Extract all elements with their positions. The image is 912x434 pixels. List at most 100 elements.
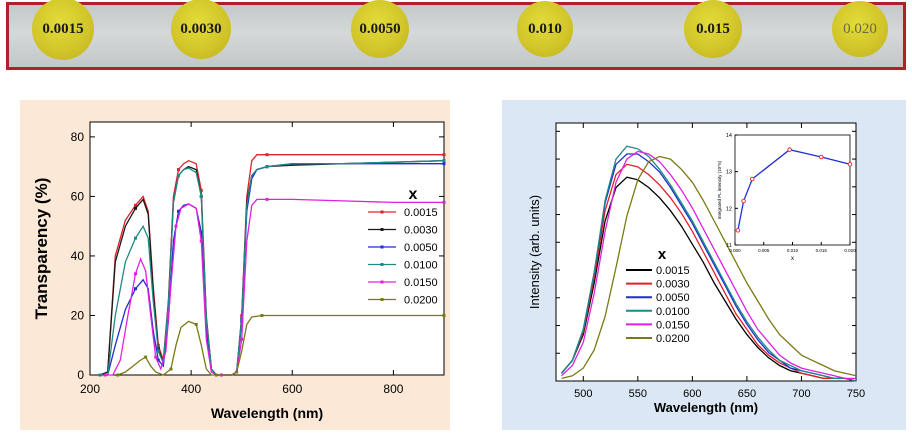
data-point: [134, 206, 138, 210]
legend-marker: [380, 280, 384, 284]
x-tick-label: 400: [181, 382, 201, 396]
legend-marker: [380, 245, 384, 249]
inset-data-point: [819, 154, 824, 160]
y-tick-label: 20: [71, 308, 85, 322]
x-tick-label: 650: [738, 388, 756, 400]
data-point: [177, 168, 180, 172]
data-point: [156, 358, 160, 362]
inset-y-tick-label: 11: [726, 243, 732, 249]
y-axis-label: Intensity (arb. units): [527, 195, 542, 309]
sample-disk: 0.0030: [171, 0, 231, 59]
inset-data-point: [735, 228, 741, 233]
data-point: [134, 203, 138, 207]
legend-label: 0.0030: [656, 279, 690, 291]
data-point: [177, 174, 180, 178]
data-point: [199, 230, 203, 234]
data-point: [199, 194, 203, 198]
inset-x-tick-label: 0.020: [844, 248, 856, 253]
x-tick-label: 800: [383, 382, 403, 396]
y-tick-label: 40: [71, 249, 85, 263]
inset-x-tick-label: 0.005: [758, 248, 770, 253]
inset-y-tick-label: 12: [726, 206, 732, 212]
x-axis-label: Wavelength (nm): [211, 405, 323, 421]
data-point: [134, 272, 138, 276]
data-point: [260, 313, 264, 317]
inset-x-tick-label: 0.000: [729, 248, 741, 253]
legend-marker: [380, 210, 384, 214]
data-point: [134, 287, 138, 291]
x-tick-label: 750: [847, 388, 865, 400]
x-tick-label: 600: [282, 382, 302, 396]
legend-marker: [380, 263, 384, 266]
series-line: [561, 155, 857, 380]
x-axis-label: Wavelength (nm): [654, 400, 758, 415]
data-point: [144, 355, 148, 359]
sample-photo-strip: 0.0015 0.0030 0.0050 0.010 0.015 0.020: [6, 0, 906, 70]
x-tick-label: 200: [80, 382, 100, 396]
data-point: [442, 153, 446, 157]
data-point: [442, 159, 446, 163]
inset-x-tick-label: 0.015: [816, 248, 828, 253]
legend-label: 0.0050: [656, 292, 690, 304]
data-point: [156, 349, 160, 353]
legend-title: x: [409, 186, 418, 203]
inset-y-tick-label: 13: [726, 170, 732, 176]
data-point: [265, 153, 269, 157]
data-point: [240, 337, 244, 341]
data-point: [265, 165, 269, 169]
data-point: [214, 373, 218, 377]
sample-disk: 0.015: [684, 0, 742, 58]
legend-label: 0.0015: [404, 207, 438, 219]
inset-plot-area: [734, 134, 851, 246]
legend-label: 0.0200: [404, 295, 438, 307]
legend-label: 0.0100: [404, 260, 438, 272]
data-point: [199, 239, 203, 243]
data-point: [235, 370, 239, 374]
y-tick-label: 80: [71, 130, 85, 144]
legend-label: 0.0050: [404, 242, 438, 254]
data-point: [194, 322, 198, 326]
series-line: [117, 314, 444, 376]
sample-disk: 0.020: [832, 1, 888, 57]
inset-series-line: [737, 148, 851, 231]
data-point: [442, 162, 446, 166]
data-point: [177, 209, 180, 213]
y-tick-label: 0: [77, 368, 84, 382]
legend-marker: [380, 298, 384, 301]
legend-title: x: [658, 246, 667, 263]
sample-disk: 0.0050: [351, 0, 409, 58]
series-line: [561, 163, 857, 382]
inset-data-point: [750, 176, 755, 182]
legend-label: 0.0150: [404, 277, 438, 289]
inset-y-tick-label: 14: [726, 133, 732, 139]
sample-disk: 0.0015: [32, 0, 94, 60]
x-tick-label: 600: [683, 388, 701, 400]
y-axis-label: Transparency (%): [32, 178, 51, 320]
data-point: [116, 373, 120, 377]
legend-label: 0.0100: [656, 306, 690, 318]
data-point: [103, 373, 107, 377]
legend-label: 0.0150: [656, 319, 690, 331]
legend-label: 0.0030: [404, 225, 438, 237]
legend-label: 0.0200: [656, 333, 690, 345]
inset-data-point: [741, 198, 746, 204]
series-line: [561, 145, 857, 382]
data-point: [442, 200, 446, 204]
x-tick-label: 500: [574, 388, 592, 400]
x-tick-label: 700: [792, 388, 810, 400]
data-point: [169, 367, 173, 371]
y-tick-label: 60: [71, 189, 85, 203]
inset-y-axis-label: Integrated PL intensity (10^5): [717, 160, 722, 219]
x-tick-label: 550: [629, 388, 647, 400]
data-point: [134, 236, 138, 240]
inset-x-axis-label: x: [791, 256, 794, 262]
data-point: [154, 355, 158, 359]
data-point: [265, 197, 269, 201]
data-point: [98, 373, 102, 377]
data-point: [199, 188, 203, 192]
data-point: [240, 316, 244, 320]
legend-marker: [380, 228, 384, 231]
plot-area: [89, 121, 445, 376]
series-line: [561, 150, 856, 380]
